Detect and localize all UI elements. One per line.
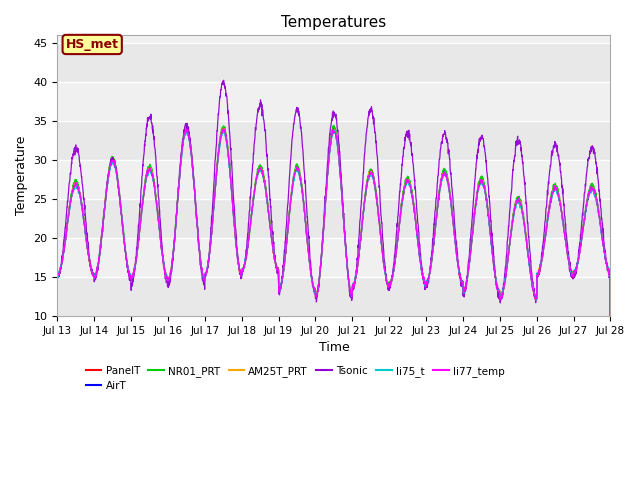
X-axis label: Time: Time [319,341,349,354]
Bar [58,199,611,238]
li75_t [350,280,358,286]
PanelT [220,125,228,131]
li75_t [573,262,581,267]
AM25T_PRT [607,391,614,397]
AirT [607,391,614,397]
PanelT [54,271,61,276]
NR01_PRT [54,270,61,276]
Line: NR01_PRT: NR01_PRT [58,125,611,394]
Y-axis label: Temperature: Temperature [15,136,28,216]
li77_temp [208,232,216,238]
li75_t [495,287,502,292]
PanelT [362,185,370,191]
AM25T_PRT [495,289,502,295]
NR01_PRT [573,261,581,267]
PanelT [573,264,581,269]
Line: Tsonic: Tsonic [58,80,611,394]
li77_temp [495,289,502,295]
li75_t [54,272,61,278]
AM25T_PRT [54,272,61,277]
Line: AM25T_PRT: AM25T_PRT [58,128,611,394]
Bar [58,160,611,199]
AM25T_PRT [558,210,566,216]
li77_temp [54,270,61,276]
AM25T_PRT [362,188,370,193]
NR01_PRT [330,122,338,128]
li77_temp [350,282,358,288]
Line: li77_temp: li77_temp [58,129,611,394]
PanelT [495,291,502,297]
li77_temp [558,209,566,215]
AM25T_PRT [573,263,581,269]
Bar [58,277,611,316]
Tsonic [350,281,358,287]
Legend: PanelT, AirT, NR01_PRT, AM25T_PRT, Tsonic, li75_t, li77_temp: PanelT, AirT, NR01_PRT, AM25T_PRT, Tsoni… [82,361,509,395]
AirT [219,126,227,132]
li77_temp [220,126,228,132]
Tsonic [607,391,614,397]
Tsonic [54,274,61,279]
NR01_PRT [362,185,370,191]
Tsonic [558,184,566,190]
NR01_PRT [350,279,358,285]
Tsonic [362,132,370,138]
AirT [362,188,370,193]
AirT [558,213,566,218]
Tsonic [208,213,216,219]
li77_temp [362,187,370,193]
Line: PanelT: PanelT [58,128,611,394]
NR01_PRT [607,391,614,397]
Bar [58,238,611,277]
Title: Temperatures: Temperatures [282,15,387,30]
Bar [58,43,611,82]
NR01_PRT [558,209,566,215]
li77_temp [573,262,581,268]
AM25T_PRT [350,281,358,287]
Tsonic [220,77,227,83]
li75_t [362,189,370,195]
NR01_PRT [495,288,502,294]
li75_t [607,391,614,397]
AM25T_PRT [208,231,216,237]
li75_t [208,228,216,234]
PanelT [607,391,614,397]
NR01_PRT [208,228,216,234]
Bar [58,121,611,160]
Line: AirT: AirT [58,129,611,394]
PanelT [558,209,566,215]
AirT [573,261,581,267]
AirT [208,230,216,236]
AirT [495,288,502,294]
Bar [58,82,611,121]
Line: li75_t: li75_t [58,130,611,394]
li75_t [220,127,228,132]
PanelT [350,280,358,286]
Tsonic [495,291,502,297]
li75_t [558,211,566,216]
li77_temp [607,391,614,397]
PanelT [208,231,216,237]
AirT [54,273,61,278]
AirT [350,280,358,286]
AM25T_PRT [220,125,228,131]
Tsonic [573,262,581,268]
Text: HS_met: HS_met [66,38,118,51]
